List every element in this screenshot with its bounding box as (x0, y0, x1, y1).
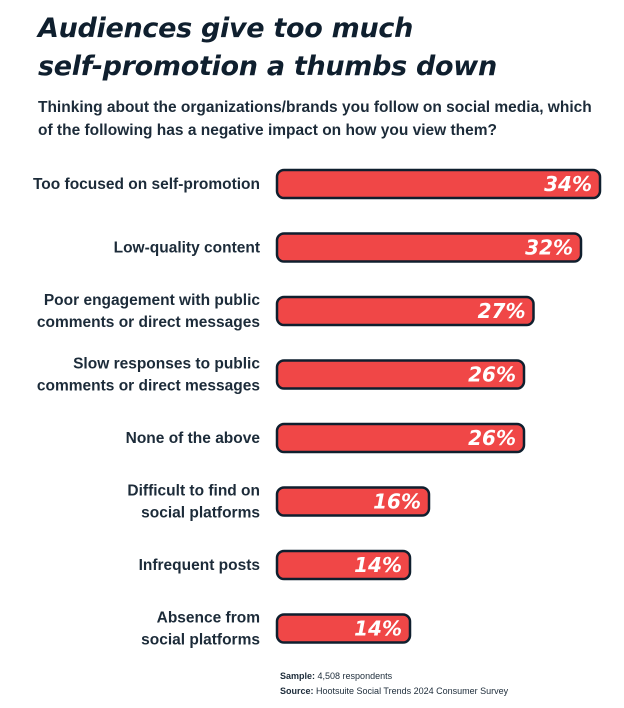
category-label-line: social platforms (141, 632, 260, 649)
title-line-1: Audiences give too much (38, 13, 414, 44)
category-label-line: Infrequent posts (139, 557, 260, 574)
bar-chart: 34% Too focused on self-promotion 32% Low-q… (33, 168, 602, 649)
bar-value-label: 27% (478, 299, 526, 323)
bar (275, 549, 412, 581)
bar (275, 613, 412, 644)
category-label-line: comments or direct messages (37, 314, 260, 331)
category-label: Low-quality content (114, 240, 260, 257)
category-label-line: Slow responses to public (73, 356, 260, 373)
bar (275, 486, 431, 517)
bar-row: 16% Difficult to find on social platforms (127, 483, 431, 522)
bar-row: 26% Slow responses to public comments or d… (37, 356, 526, 395)
category-label-line: None of the above (126, 430, 261, 447)
source-note: Source: Hootsuite Social Trends 2024 Con… (280, 686, 508, 696)
bar-value-label: 26% (468, 363, 516, 387)
category-label: Too focused on self-promotion (33, 176, 260, 193)
category-label: Slow responses to public comments or dire… (37, 356, 260, 395)
category-label-line: Difficult to find on (127, 483, 260, 500)
bar-value-label: 14% (354, 553, 402, 577)
bar-row: 26% None of the above (126, 422, 526, 454)
bar-row: 14% Infrequent posts (139, 549, 412, 581)
source-label: Source: (280, 686, 314, 696)
bar-value-label: 26% (468, 426, 516, 450)
category-label-line: Absence from (157, 610, 260, 627)
category-label-line: Too focused on self-promotion (33, 176, 260, 193)
category-label: Infrequent posts (139, 557, 260, 574)
category-label: Absence from social platforms (141, 610, 260, 649)
bar (275, 295, 535, 327)
bar-value-label: 16% (373, 490, 421, 514)
category-label-line: comments or direct messages (37, 378, 260, 395)
bar-value-label: 34% (544, 172, 592, 196)
bar-row: 32% Low-quality content (114, 232, 583, 263)
bar (275, 232, 583, 263)
chart-subtitle: Thinking about the organizations/brands … (38, 99, 592, 139)
category-label: Difficult to find on social platforms (127, 483, 260, 522)
sample-note: Sample: 4,508 respondents (280, 671, 392, 681)
sample-label: Sample: (280, 671, 316, 681)
category-label-line: Low-quality content (114, 240, 260, 257)
sample-value: 4,508 respondents (317, 671, 393, 681)
bar-value-label: 32% (525, 236, 573, 260)
source-value: Hootsuite Social Trends 2024 Consumer Su… (316, 686, 509, 696)
category-label-line: Poor engagement with public (44, 292, 261, 309)
bar-row: 27% Poor engagement with public comments o… (37, 292, 535, 331)
bar-row: 14% Absence from social platforms (141, 610, 412, 649)
bar (275, 422, 526, 454)
bar-row: 34% Too focused on self-promotion (33, 168, 602, 200)
category-label-line: social platforms (141, 505, 260, 522)
bar (275, 168, 602, 200)
category-label: None of the above (126, 430, 261, 447)
bar-value-label: 14% (354, 617, 402, 641)
category-label: Poor engagement with public comments or d… (37, 292, 261, 331)
bar (275, 359, 526, 390)
title-line-2: self-promotion a thumbs down (38, 51, 497, 82)
chart-title: Audiences give too much self-promotion a… (38, 10, 608, 86)
